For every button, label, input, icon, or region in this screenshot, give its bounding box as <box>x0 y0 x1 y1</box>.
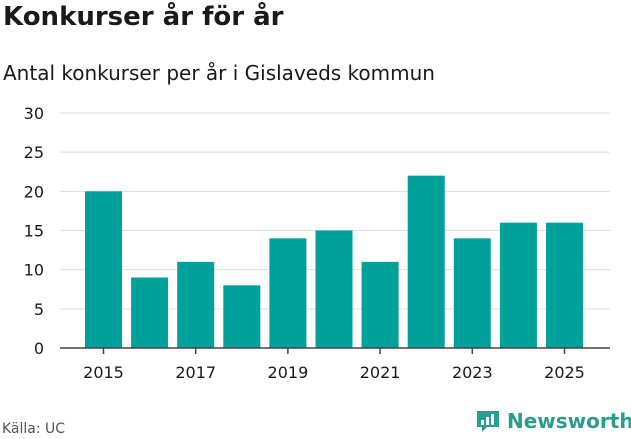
y-tick-label: 10 <box>24 261 44 280</box>
bar-2018 <box>223 285 261 348</box>
bar-2016 <box>131 277 169 348</box>
bar-2023 <box>453 238 491 348</box>
y-tick-label: 15 <box>24 222 44 241</box>
bar-2020 <box>315 230 353 348</box>
x-tick-label: 2021 <box>360 363 401 382</box>
brand-name: Newsworthy <box>507 409 631 433</box>
bar-2015 <box>85 191 122 348</box>
bar-2025 <box>546 222 583 348</box>
y-tick-label: 30 <box>24 104 44 123</box>
bar-2019 <box>269 238 307 348</box>
newsworthy-brand: Newsworthy <box>475 408 631 434</box>
x-tick-label: 2017 <box>175 363 216 382</box>
y-tick-label: 5 <box>34 300 44 319</box>
y-tick-label: 25 <box>24 143 44 162</box>
chart-subtitle: Antal konkurser per år i Gislaveds kommu… <box>3 61 435 85</box>
x-tick-label: 2025 <box>544 363 585 382</box>
bar-2017 <box>177 261 215 348</box>
bar-2024 <box>499 222 537 348</box>
x-tick-label: 2023 <box>452 363 493 382</box>
chart-title: Konkurser år för år <box>3 2 284 32</box>
x-tick-label: 2019 <box>268 363 309 382</box>
newsworthy-logo-icon <box>477 411 499 432</box>
source-note: Källa: UC <box>2 421 66 437</box>
y-tick-label: 0 <box>34 339 44 358</box>
x-tick-label: 2015 <box>83 363 124 382</box>
bar-2021 <box>361 261 399 348</box>
y-tick-label: 20 <box>24 182 44 201</box>
bar-2022 <box>407 175 445 348</box>
